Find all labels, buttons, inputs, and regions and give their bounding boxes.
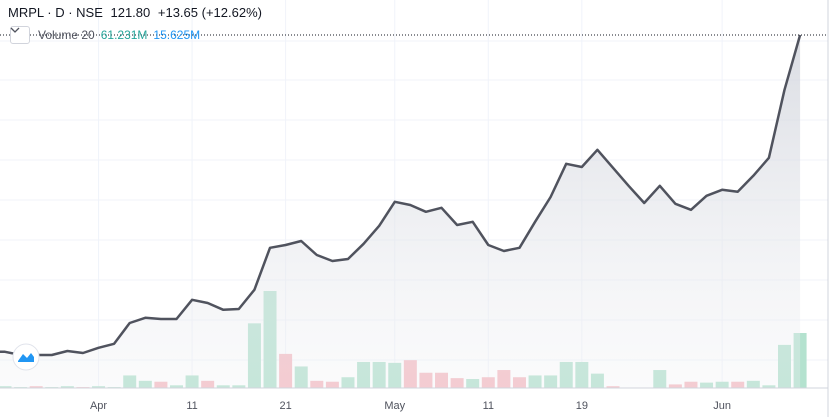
volume-ma: 15.625M — [153, 28, 201, 42]
x-tick-label: 19 — [576, 400, 588, 412]
chevron — [10, 27, 20, 33]
volume-label: Volume 20 — [38, 28, 95, 42]
x-tick-label: May — [384, 400, 405, 412]
collapse-button[interactable] — [10, 26, 30, 44]
change: +13.65 (+12.62%) — [157, 5, 262, 20]
x-axis: Apr 11 21 May 11 19 Jun — [90, 400, 731, 412]
last-price: 121.80 — [110, 5, 151, 20]
symbol: MRPL · D · NSE — [8, 5, 103, 20]
x-tick-label: 11 — [483, 400, 494, 412]
x-tick-label: 11 — [186, 400, 197, 412]
price-line — [0, 34, 802, 357]
symbol-header: MRPL · D · NSE 121.80 +13.65 (+12.62%) — [8, 5, 266, 20]
area-fill — [0, 35, 801, 388]
logo-shape — [18, 353, 34, 362]
volume-value: 61.231M — [100, 28, 148, 42]
volume-legend: Volume 20 61.231M 15.625M — [10, 26, 200, 44]
x-tick-label: Jun — [713, 400, 731, 412]
x-tick-label: 21 — [279, 400, 291, 412]
logo — [12, 343, 40, 371]
x-tick-label: Apr — [90, 400, 107, 412]
price-area — [0, 34, 802, 388]
